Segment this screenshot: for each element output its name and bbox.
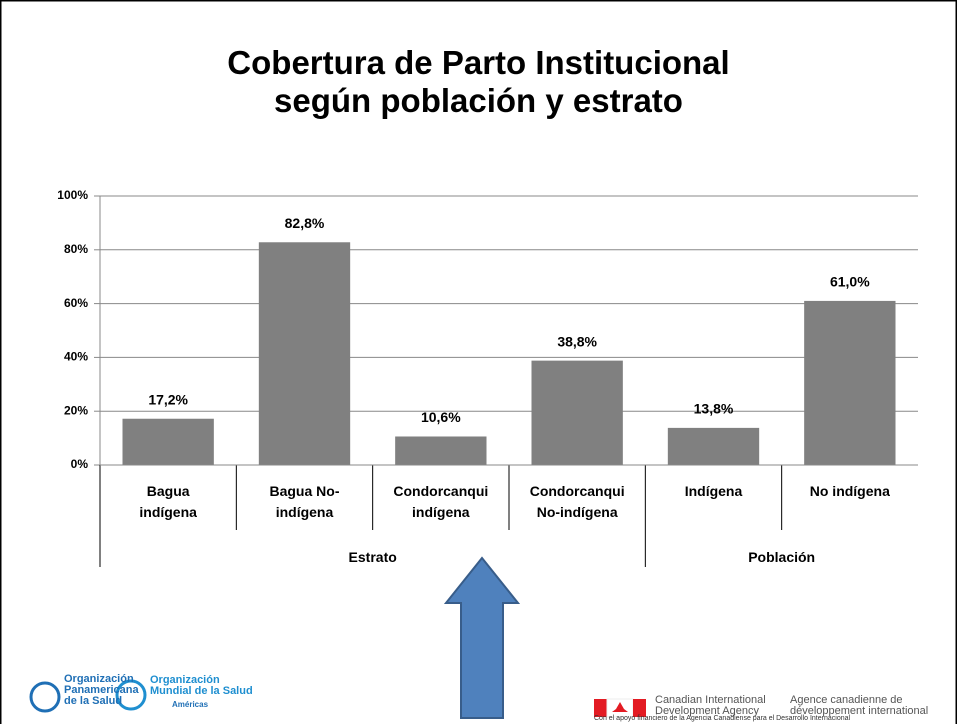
group-label: Población — [748, 549, 816, 565]
arrow — [443, 556, 521, 719]
x-tick-label: Bagua No- indígena — [269, 483, 340, 520]
x-tick-label: Indígena — [684, 483, 743, 499]
who-region: Américas — [172, 700, 209, 709]
y-tick-label: 60% — [64, 296, 88, 310]
data-label: 61,0% — [830, 274, 870, 290]
x-tick-label: Condorcanqui indígena — [393, 483, 489, 520]
flag-leaf — [612, 702, 628, 712]
flag-band — [633, 699, 646, 717]
bar — [395, 436, 487, 465]
data-label: 82,8% — [285, 215, 325, 231]
y-tick-label: 100% — [57, 188, 88, 202]
cida-fr: Agence canadienne de développement inter… — [790, 694, 929, 717]
x-tick-label: Condorcanqui No-indígena — [529, 483, 625, 520]
support-note: Con el apoyo financiero de la Agencia Ca… — [594, 715, 851, 722]
y-tick-label: 20% — [64, 403, 88, 417]
paho-logo — [29, 681, 61, 713]
bar — [531, 360, 623, 465]
cida-en: Canadian International Development Agenc… — [655, 694, 766, 717]
chart-title: Cobertura de Parto Institucional según p… — [227, 44, 730, 119]
x-tick-label: Bagua indígena — [139, 483, 197, 520]
who-name: Organización Mundial de la Salud — [150, 674, 253, 697]
bar — [667, 427, 760, 465]
data-label: 38,8% — [557, 333, 597, 349]
who-logo — [115, 679, 147, 711]
data-label: 13,8% — [694, 401, 734, 417]
bar — [258, 242, 351, 465]
x-tick-label: No indígena — [809, 483, 890, 499]
flag-band — [594, 699, 607, 717]
y-tick-label: 0% — [71, 457, 89, 471]
y-tick-label: 40% — [64, 350, 88, 364]
bar — [804, 300, 896, 465]
paho-name: Organización Panamericana de la Salud — [64, 673, 139, 707]
data-label: 10,6% — [421, 409, 461, 425]
group-label: Estrato — [348, 549, 397, 565]
bar — [122, 418, 214, 465]
y-tick-label: 80% — [64, 242, 88, 256]
data-label: 17,2% — [148, 391, 188, 407]
